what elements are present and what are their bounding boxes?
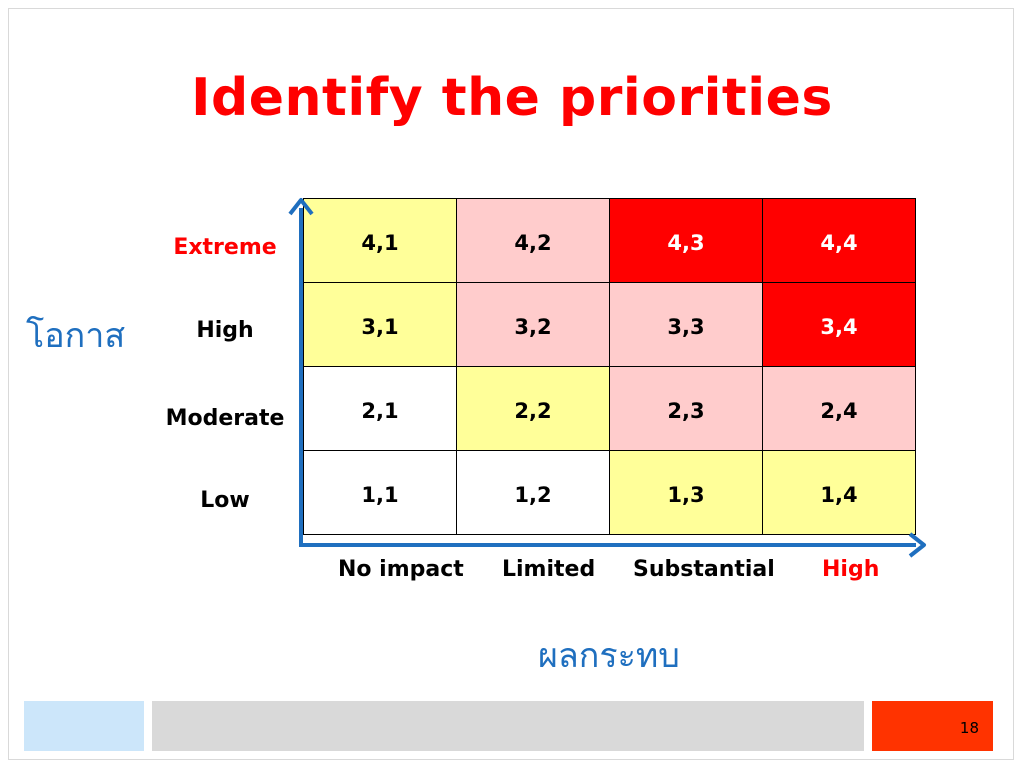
matrix-cell-value: 2,4 — [820, 399, 858, 423]
matrix-cell-value: 1,1 — [361, 483, 399, 507]
matrix-cell-value: 3,1 — [361, 315, 399, 339]
row-label-high: High — [196, 318, 254, 343]
x-axis-title: ผลกระทบ — [538, 636, 680, 676]
matrix-cell-value: 3,3 — [667, 315, 705, 339]
matrix-cell-value: 1,2 — [514, 483, 552, 507]
matrix-cell-value: 2,1 — [361, 399, 399, 423]
y-axis-title: โอกาส — [26, 316, 126, 356]
matrix-cell-value: 1,4 — [820, 483, 858, 507]
x-axis-arrowhead — [908, 532, 926, 558]
matrix-cell-value: 3,2 — [514, 315, 552, 339]
matrix-row-moderate: 2,1 2,2 2,3 2,4 — [303, 366, 916, 451]
matrix-cell: 1,1 — [303, 450, 457, 535]
matrix-cell-value: 1,3 — [667, 483, 705, 507]
slide-title: Identify the priorities — [191, 68, 833, 128]
col-label-substantial: Substantial — [633, 557, 775, 582]
col-label-high: High — [822, 557, 880, 582]
matrix-cell-value: 4,1 — [361, 231, 399, 255]
footer-page-number-box: 18 — [872, 701, 993, 751]
matrix-row-high: 3,1 3,2 3,3 3,4 — [303, 282, 916, 367]
matrix-cell-value: 4,2 — [514, 231, 552, 255]
matrix-cell: 2,1 — [303, 366, 457, 451]
col-label-no-impact: No impact — [338, 557, 464, 582]
matrix-cell: 3,3 — [609, 282, 763, 367]
footer-blue-block — [24, 701, 144, 751]
matrix-cell-value: 2,2 — [514, 399, 552, 423]
slide-frame — [8, 8, 1014, 760]
matrix-row-low: 1,1 1,2 1,3 1,4 — [303, 450, 916, 535]
matrix-cell: 2,4 — [762, 366, 916, 451]
footer-gray-bar — [152, 701, 864, 751]
matrix-cell: 3,4 — [762, 282, 916, 367]
matrix-cell: 1,2 — [456, 450, 610, 535]
matrix-cell: 4,3 — [609, 198, 763, 283]
row-label-moderate: Moderate — [165, 406, 285, 431]
matrix-cell-value: 4,3 — [667, 231, 705, 255]
matrix-cell: 2,3 — [609, 366, 763, 451]
page-number: 18 — [959, 719, 979, 737]
row-label-low: Low — [200, 488, 250, 513]
matrix-row-extreme: 4,1 4,2 4,3 4,4 — [303, 198, 916, 283]
matrix-cell-value: 3,4 — [820, 315, 858, 339]
matrix-cell: 1,3 — [609, 450, 763, 535]
risk-matrix: 4,1 4,2 4,3 4,4 3,1 3,2 3,3 3,4 2,1 2,2 … — [303, 198, 916, 535]
matrix-cell: 3,1 — [303, 282, 457, 367]
matrix-cell-value: 4,4 — [820, 231, 858, 255]
y-axis-arrowhead — [288, 198, 314, 216]
matrix-cell: 1,4 — [762, 450, 916, 535]
matrix-cell-value: 2,3 — [667, 399, 705, 423]
col-label-limited: Limited — [502, 557, 596, 582]
row-label-extreme: Extreme — [173, 235, 277, 260]
matrix-cell: 4,2 — [456, 198, 610, 283]
matrix-cell: 2,2 — [456, 366, 610, 451]
matrix-cell: 4,4 — [762, 198, 916, 283]
